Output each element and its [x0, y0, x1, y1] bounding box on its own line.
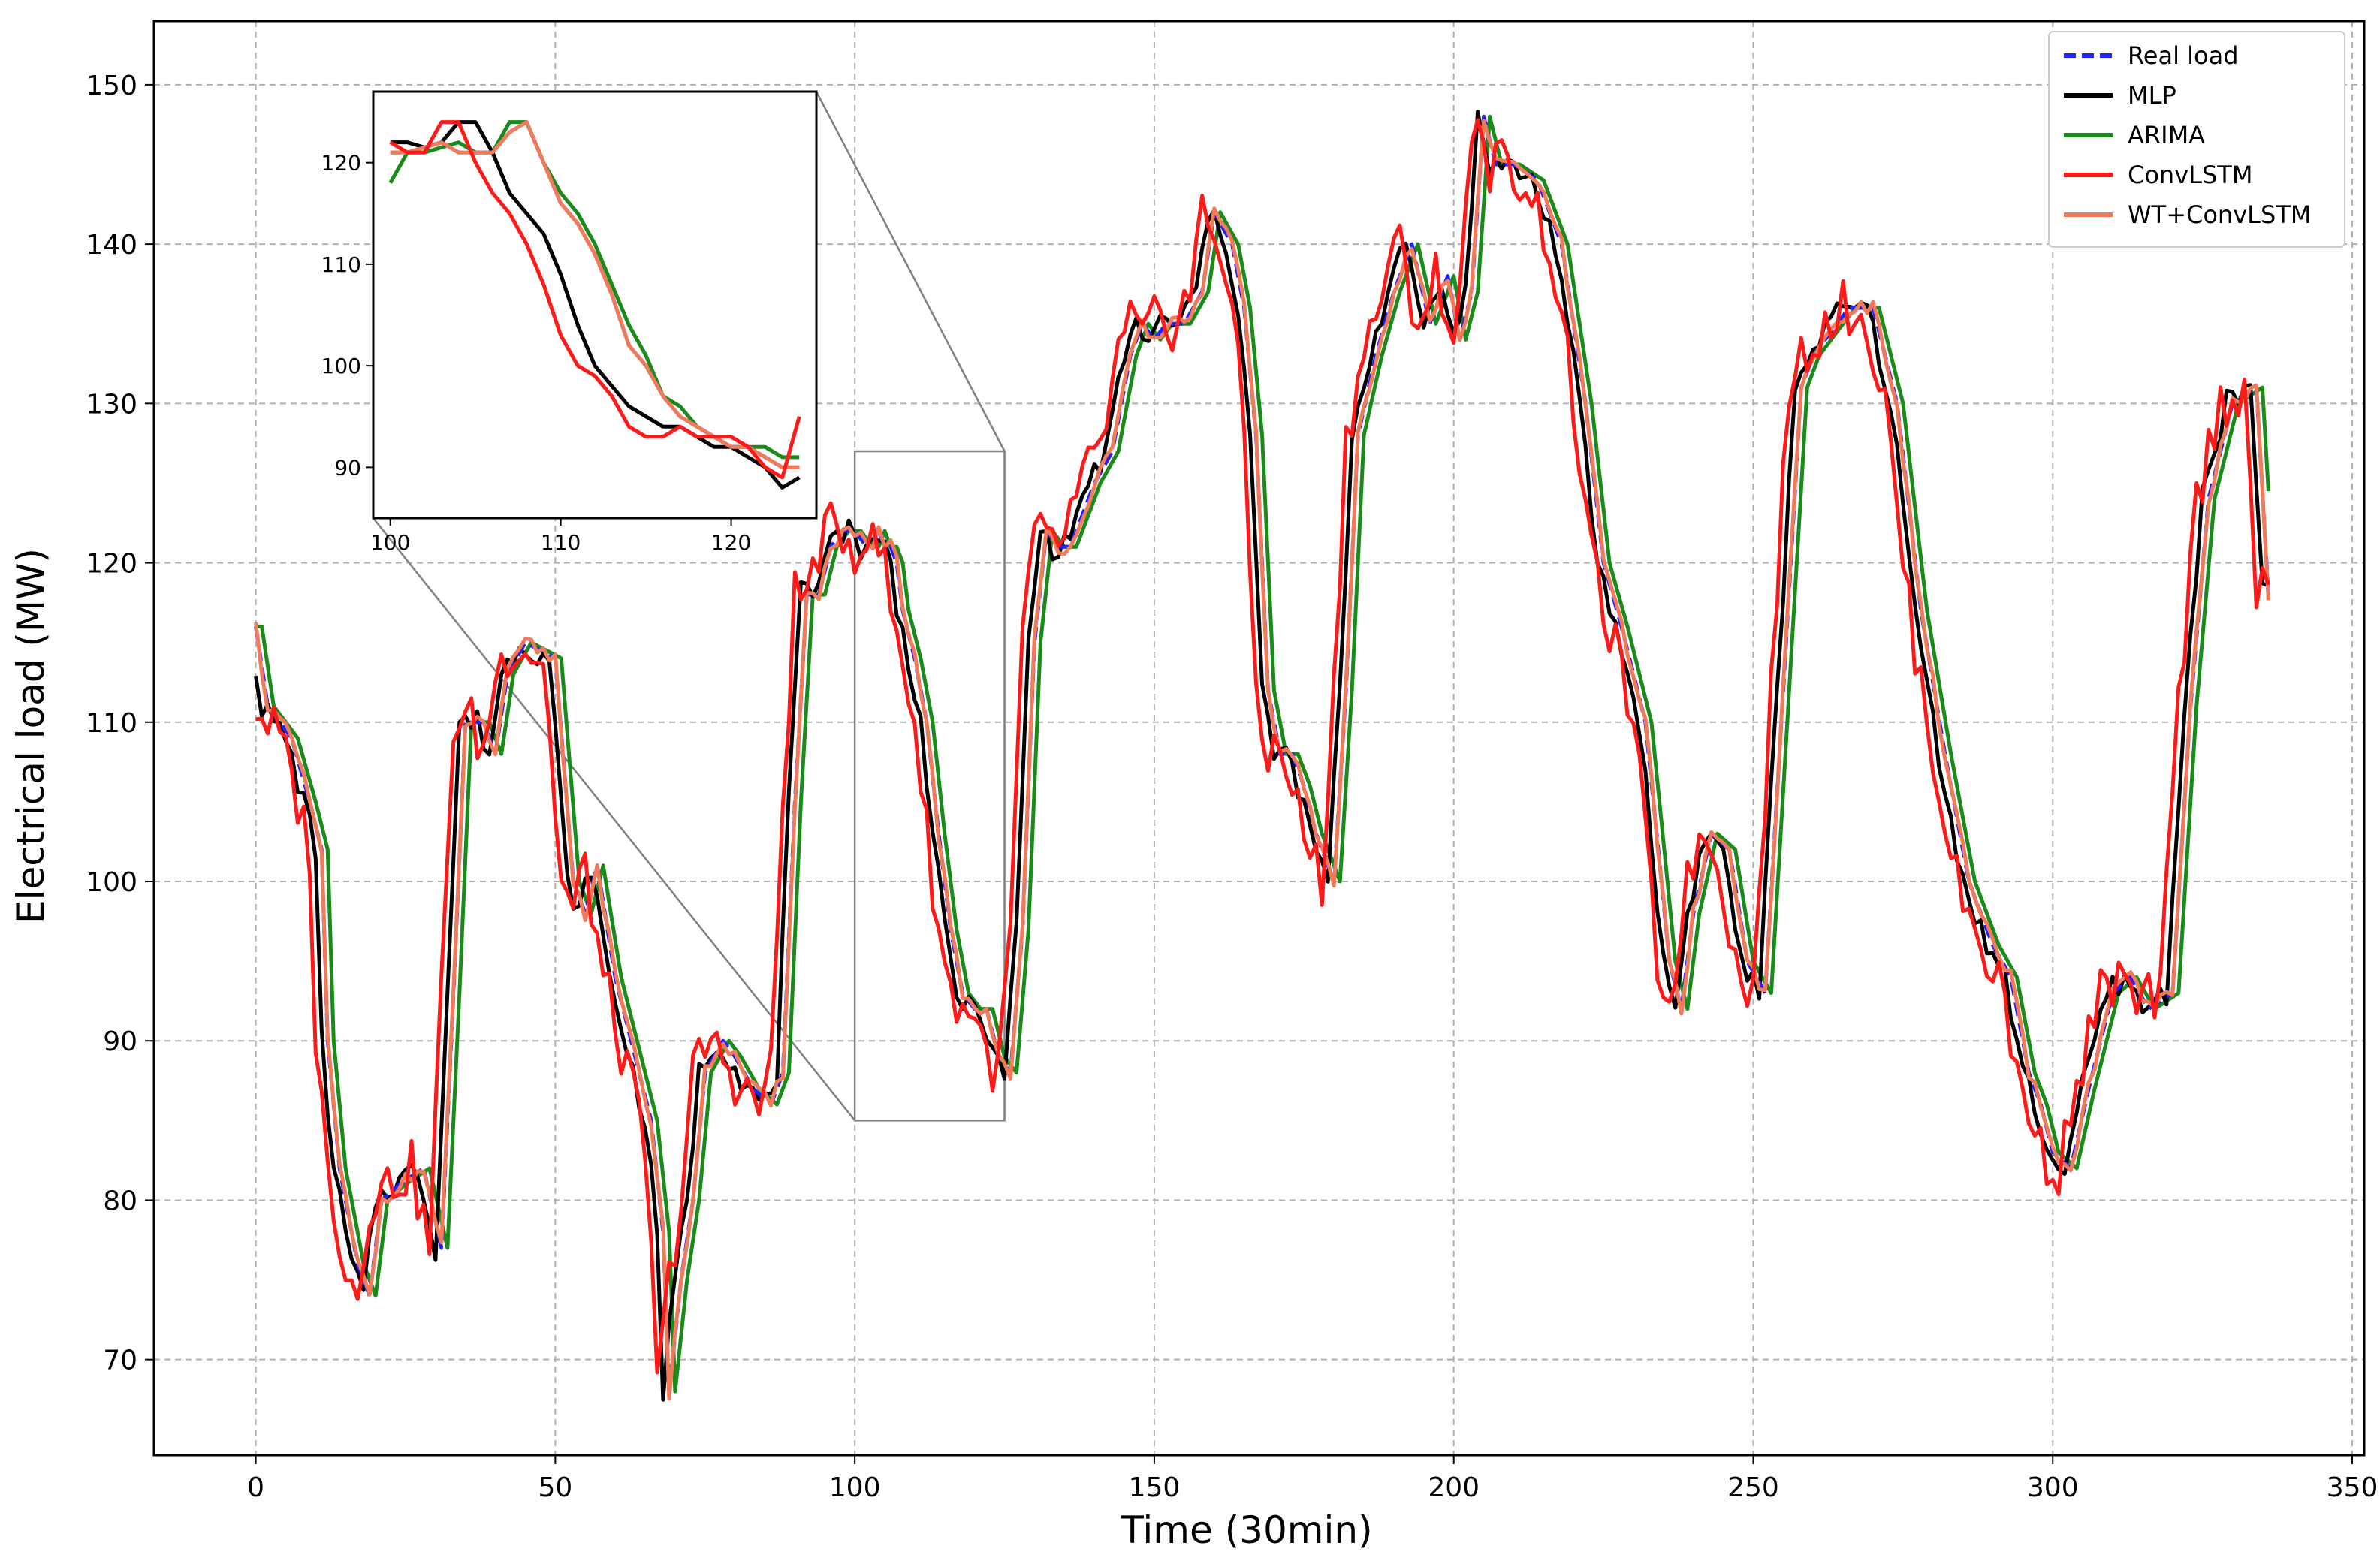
inset-frame — [372, 90, 818, 520]
inset-y-tick-label: 100 — [321, 354, 361, 378]
x-tick-label: 350 — [2327, 1472, 2378, 1503]
legend-label: ConvLSTM — [2128, 161, 2252, 189]
inset-series-line-wt-convlstm — [390, 120, 800, 469]
main-axis-ticks: 0 50 100 150 200 250 300 350 70 80 90 100 110 120 130 1… — [86, 71, 2378, 1503]
y-tick-label: 110 — [86, 708, 137, 739]
zoom-connector-line — [815, 91, 1006, 452]
main-series-group — [254, 110, 2270, 1402]
inset-x-tick-label: 100 — [370, 530, 410, 555]
zoom-indicator — [373, 91, 1006, 1122]
y-tick-label: 120 — [86, 549, 137, 580]
legend-label: ARIMA — [2128, 121, 2205, 149]
y-tick-label: 140 — [86, 230, 137, 261]
legend-label: WT+ConvLSTM — [2128, 200, 2311, 229]
zoom-inset: 100 110 120 90 100 110 120 — [321, 90, 818, 555]
y-tick-label: 130 — [86, 389, 137, 420]
series-line-mlp — [254, 110, 2270, 1402]
inset-y-tick-label: 120 — [321, 151, 361, 176]
y-tick-label: 80 — [103, 1186, 137, 1216]
x-tick-label: 50 — [538, 1472, 572, 1503]
legend-label: MLP — [2128, 81, 2176, 110]
inset-y-tick-label: 110 — [321, 252, 361, 277]
inset-x-tick-label: 120 — [711, 530, 751, 555]
x-tick-label: 300 — [2027, 1472, 2079, 1503]
legend-label: Real load — [2128, 41, 2239, 70]
y-tick-label: 150 — [86, 71, 137, 101]
inset-y-tick-label: 90 — [334, 455, 361, 480]
y-tick-label: 70 — [103, 1346, 137, 1376]
zoom-connector-line — [373, 517, 856, 1122]
series-line-wt-convlstm — [254, 119, 2270, 1401]
y-axis-label: Electrical load (MW) — [9, 548, 53, 924]
main-plot-frame — [152, 20, 2366, 1457]
x-tick-label: 100 — [829, 1472, 881, 1503]
x-axis-label: Time (30min) — [1120, 1508, 1372, 1552]
legend: Real load MLP ARIMA ConvLSTM WT+ConvLSTM — [2048, 31, 2345, 248]
x-tick-label: 250 — [1727, 1472, 1779, 1503]
y-tick-label: 100 — [86, 867, 137, 898]
legend-box — [2048, 31, 2345, 248]
x-tick-label: 0 — [247, 1472, 264, 1503]
zoom-box — [853, 450, 1006, 1122]
y-tick-label: 90 — [103, 1026, 137, 1057]
inset-background — [373, 92, 816, 518]
x-tick-label: 150 — [1129, 1472, 1181, 1503]
series-line-convlstm — [255, 118, 2270, 1375]
x-tick-label: 200 — [1428, 1472, 1480, 1503]
inset-series-line-convlstm — [389, 120, 801, 480]
inset-x-tick-label: 110 — [541, 530, 581, 555]
